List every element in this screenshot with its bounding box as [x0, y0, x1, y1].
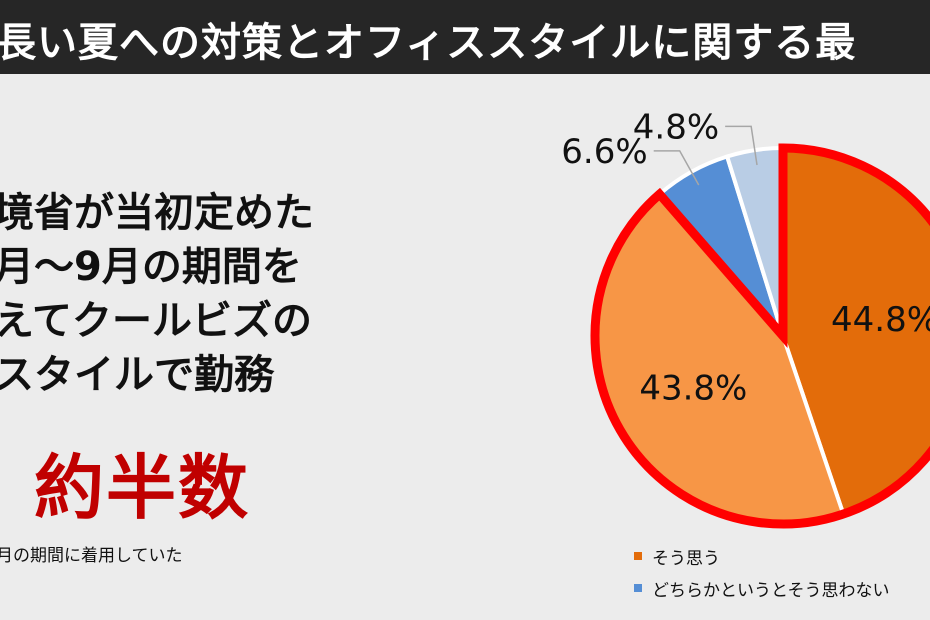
headline-line-4: スタイルで勤務	[0, 352, 274, 398]
title-bar: 長い夏への対策とオフィススタイルに関する最	[0, 0, 930, 74]
legend-swatch-agree	[634, 552, 642, 560]
data-label-neutral-agree: 43.8%	[639, 369, 747, 409]
headline-line-2: 月〜9月の期間を	[0, 244, 302, 290]
chart-legend: そう思う どちらかというとそう思わない	[634, 540, 890, 604]
headline-line-1: 境省が当初定めた	[0, 190, 314, 236]
data-label-somewhat-disagree: 6.6%	[561, 132, 647, 172]
data-label-agree: 44.8%	[831, 300, 930, 340]
highlight-outline	[590, 143, 930, 529]
page-title: 長い夏への対策とオフィススタイルに関する最	[0, 20, 857, 66]
leader-line-somewhat-disagree	[653, 150, 700, 186]
headline-line-3: えてクールビズの	[0, 298, 312, 344]
leader-line-disagree	[725, 125, 758, 166]
legend-label-agree: そう思う	[652, 548, 720, 569]
legend-label-somewhat-disagree: どちらかというとそう思わない	[652, 580, 890, 601]
legend-swatch-somewhat-disagree	[634, 584, 642, 592]
headline: 境省が当初定めた 月〜9月の期間を えてクールビズの スタイルで勤務	[0, 186, 394, 402]
emphasis-text: 約半数	[34, 447, 250, 529]
footnote-text: 月の期間に着用していた	[0, 546, 183, 566]
legend-item-agree: そう思う	[634, 540, 890, 572]
data-label-disagree: 4.8%	[633, 107, 719, 147]
legend-item-somewhat-disagree: どちらかというとそう思わない	[634, 572, 890, 604]
